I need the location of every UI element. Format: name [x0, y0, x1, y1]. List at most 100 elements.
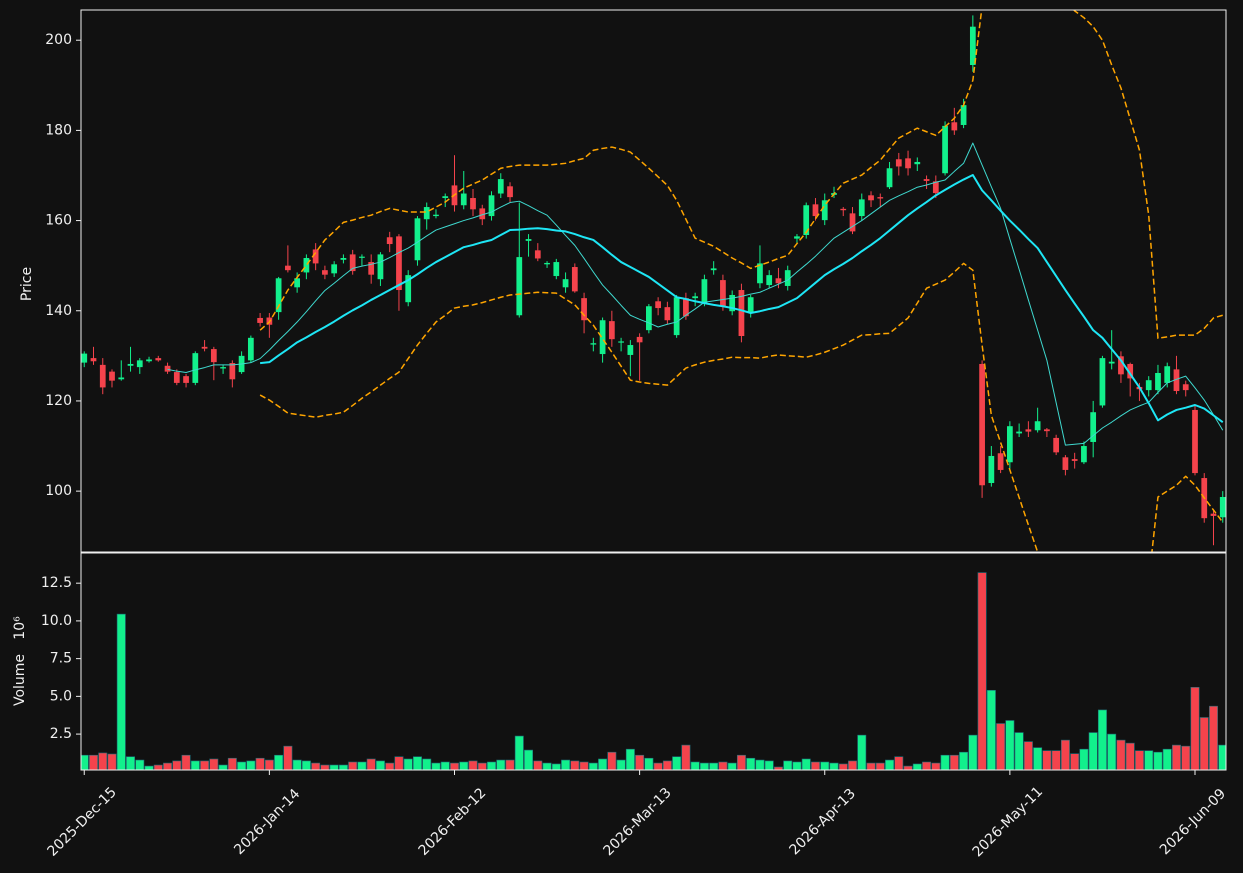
overlay-line [167, 142, 1224, 446]
y-tick-label: 120 [45, 393, 72, 409]
volume-bar [746, 757, 756, 770]
volume-bar [570, 760, 580, 770]
volume-bar [801, 758, 811, 770]
candle-body [757, 263, 763, 284]
candle-body [1016, 431, 1022, 434]
volume-bar [283, 745, 293, 770]
y-tick-label: 200 [45, 32, 72, 48]
volume-bar [1107, 733, 1117, 770]
candle-body [1145, 380, 1152, 391]
candle-body [359, 256, 365, 258]
volume-bar [922, 761, 932, 770]
volume-bar [940, 754, 950, 770]
overlay-line [260, 174, 1224, 423]
volume-bar [866, 762, 876, 770]
candle-body [433, 214, 439, 217]
volume-bar [412, 756, 422, 770]
candle-body [497, 179, 504, 194]
volume-bar [968, 734, 978, 770]
candle-body [1090, 412, 1097, 442]
candle-body [349, 254, 356, 272]
volume-bar [1088, 732, 1098, 770]
volume-bar [394, 756, 404, 770]
volume-bar [959, 751, 969, 770]
candle-body [1053, 437, 1060, 453]
candle-body [1099, 358, 1106, 406]
volume-bar [338, 764, 348, 770]
candle-body [590, 343, 597, 345]
candle-body [1108, 361, 1115, 364]
volume-bar [440, 761, 450, 770]
overlay-line [259, 10, 1223, 340]
candle-body [220, 367, 226, 369]
volume-bar [1116, 739, 1126, 770]
candle-body [90, 358, 97, 362]
candle-body [396, 236, 402, 291]
volume-bar [533, 760, 543, 770]
candle-body [821, 200, 828, 221]
candle-body [646, 306, 652, 331]
volume-bar [1153, 751, 1163, 770]
volume-bar [357, 761, 367, 770]
candle-body [655, 301, 661, 309]
candle-body [599, 320, 606, 355]
candle-body [886, 168, 893, 188]
candle-body [877, 197, 884, 199]
volume-bar [126, 756, 135, 770]
volume-bar [699, 762, 709, 770]
candle-body [303, 258, 310, 273]
candle-body [146, 359, 152, 362]
volume-bar [487, 761, 496, 770]
candle-body [210, 349, 217, 363]
candle-body [479, 208, 486, 220]
volume-bar [755, 759, 765, 770]
candle-body [895, 159, 902, 167]
candle-body [405, 275, 412, 303]
candle-body [766, 275, 773, 286]
y-tick-label: 140 [45, 303, 72, 319]
candle-body [849, 213, 856, 232]
candle-body [571, 267, 578, 292]
volume-bar [1190, 687, 1200, 770]
volume-bar [1209, 705, 1218, 770]
volume-bar [505, 759, 515, 770]
volume-bar [237, 761, 247, 770]
volume-bar [329, 764, 339, 770]
candle-body [683, 298, 689, 317]
volume-offset-label: 10⁶ [12, 616, 28, 640]
candle-body [1155, 372, 1161, 391]
candle-body [247, 337, 254, 361]
candle-body [803, 205, 810, 236]
candle-body [673, 297, 680, 336]
volume-bar [116, 613, 126, 770]
candle-body [1034, 421, 1041, 431]
candle-body [127, 363, 134, 366]
candle-body [423, 207, 430, 220]
candle-body [340, 258, 347, 260]
volume-bar [542, 762, 552, 770]
volume-bar [579, 761, 589, 770]
volume-bar [450, 762, 459, 770]
volume-bar [811, 761, 820, 770]
candle-body [442, 196, 449, 199]
candle-body [294, 278, 301, 288]
y-tick-label: 160 [45, 213, 72, 229]
volume-bar [986, 690, 996, 770]
volume-bar [190, 760, 200, 770]
volume-bar [98, 752, 108, 770]
candle-body [729, 294, 736, 312]
candle-body [581, 298, 587, 321]
volume-bar [783, 760, 793, 770]
candle-body [275, 278, 282, 313]
candle-body [1164, 366, 1171, 383]
candle-body [155, 358, 162, 361]
volume-bar [551, 763, 561, 770]
candle-body [608, 321, 615, 340]
volume-bar [977, 572, 987, 770]
volume-bar [292, 759, 302, 770]
candle-body [553, 262, 560, 277]
candle-body [285, 265, 291, 271]
candle-body [109, 371, 115, 381]
volume-bar [153, 764, 163, 770]
